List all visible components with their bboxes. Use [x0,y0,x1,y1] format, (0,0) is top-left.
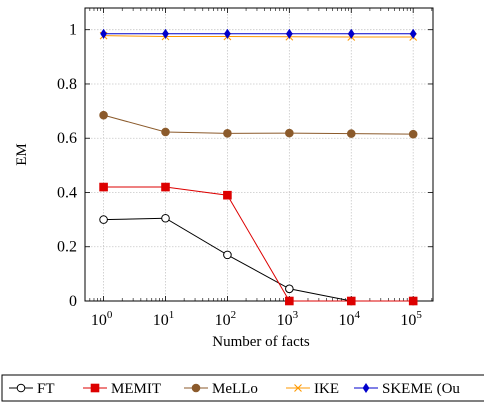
legend-label-skeme-ou: SKEME (Ou [382,381,460,397]
x-tick-label: 104 [339,309,361,329]
series-line-ike [103,35,414,38]
x-tick-exponent: 0 [107,309,113,321]
data-point-mello [408,129,418,139]
legend-item-ft: FT [9,381,55,397]
series-line-ft [103,217,414,302]
series-mello [99,110,418,139]
series-line-mello [103,114,414,135]
data-point-memit [285,296,294,306]
data-point-skeme-ou [224,28,231,39]
data-point-memit [223,190,232,200]
data-point-memit [346,296,356,306]
y-tick-label: 0.2 [57,239,77,256]
data-point-skeme-ou [285,28,293,39]
y-tick-label: 0 [69,293,77,310]
data-point-mello [99,110,108,120]
legend-item-memit: MEMIT [83,381,161,397]
x-tick-base: 10 [277,312,293,329]
legend-label-ft: FT [37,381,55,397]
y-tick-label: 0.4 [57,184,77,201]
legend-item-mello: MeLLo [184,381,258,397]
plot-frame [84,7,434,302]
legend-item-skeme-ou: SKEME (Ou [354,381,460,397]
legend-label-mello: MeLLo [212,381,258,397]
data-point-skeme-ou [347,28,355,39]
x-tick-base: 10 [215,312,231,329]
data-point-ft [161,213,170,223]
x-tick-exponent: 1 [169,309,175,321]
data-point-ft [223,250,232,260]
legend-marker-memit [90,383,100,393]
legend-item-ike: IKE [286,381,339,397]
x-tick-exponent: 4 [355,309,361,321]
x-tick-label: 101 [153,309,175,329]
data-point-skeme-ou [162,28,169,39]
x-tick-exponent: 5 [416,309,422,321]
x-tick-label: 103 [277,309,299,329]
data-point-mello [346,129,356,138]
data-point-memit [408,296,418,306]
legend-label-ike: IKE [314,381,339,397]
x-tick-exponent: 3 [293,309,299,321]
data-point-memit [161,182,170,192]
legend-marker-ike [294,384,302,392]
legend-box [1,374,484,402]
series-layer [99,28,418,306]
data-point-memit [99,182,108,192]
y-tick-label: 0.8 [57,76,77,93]
y-axis-label: EM [14,143,30,166]
x-tick-base: 10 [400,312,416,329]
series-line-memit [103,186,414,302]
legend-items: FT MEMIT MeLLo IKE SKEME (Ou [9,381,460,397]
data-point-skeme-ou [100,28,107,39]
series-skeme-ou [100,28,417,39]
data-point-ft [99,215,108,224]
y-tick-label: 0.6 [57,130,77,147]
legend-marker-skeme-ou [362,382,370,394]
data-point-mello [223,129,232,138]
x-tick-label: 105 [400,309,422,329]
x-tick-base: 10 [153,312,169,329]
legend: FT MEMIT MeLLo IKE SKEME (Ou [1,374,484,402]
x-axis-label: Number of facts [212,334,310,350]
data-point-ft [285,284,294,294]
series-memit [99,182,418,306]
legend-marker-mello [191,383,201,393]
x-tick-base: 10 [91,312,107,329]
x-tick-base: 10 [339,312,355,329]
data-point-mello [161,127,170,137]
series-ft [99,213,418,306]
legend-label-memit: MEMIT [111,381,161,397]
legend-marker-ft [16,383,26,393]
data-point-mello [285,128,294,138]
x-tick-label: 102 [215,309,237,329]
x-tick-exponent: 2 [231,309,237,321]
y-tick-label: 1 [69,22,77,39]
data-point-skeme-ou [409,28,417,39]
x-tick-label: 100 [91,309,113,329]
grid-layer [85,8,433,302]
